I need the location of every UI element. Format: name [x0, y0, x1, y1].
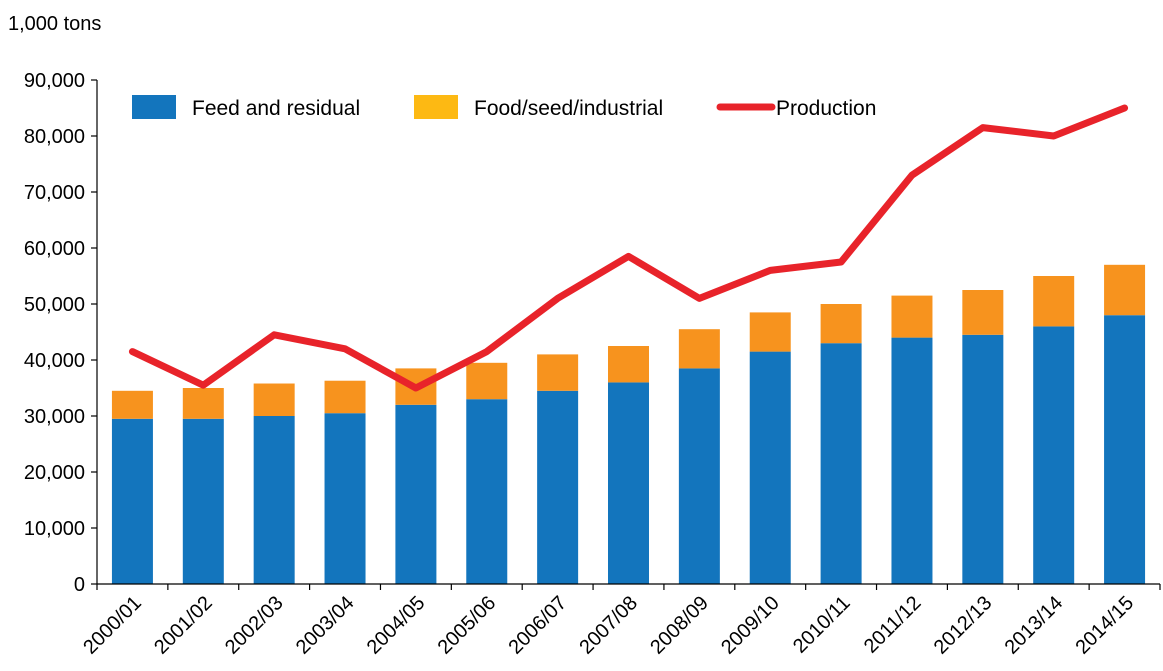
bar-feed-2001-02 — [182, 418, 224, 584]
y-tick-label: 10,000 — [24, 518, 85, 540]
y-tick-label: 50,000 — [24, 294, 85, 316]
bar-feed-2008-09 — [678, 368, 720, 584]
x-tick-label: 2001/02 — [150, 592, 217, 659]
bar-feed-2007-08 — [608, 382, 649, 584]
bar-feed-2012-13 — [962, 334, 1004, 584]
bar-food-2012-13 — [962, 290, 1004, 335]
x-tick-label: 2005/06 — [434, 592, 501, 659]
bar-food-2002-03 — [253, 383, 295, 416]
bar-food-2011-12 — [891, 295, 933, 338]
x-tick-label: 2000/01 — [79, 592, 146, 659]
legend-label-food: Food/seed/industrial — [474, 97, 663, 120]
bar-feed-2006-07 — [537, 390, 579, 584]
x-tick-label: 2012/13 — [930, 592, 997, 659]
bar-food-2006-07 — [537, 354, 579, 391]
y-tick-label: 70,000 — [24, 182, 85, 204]
bar-feed-2010-11 — [820, 343, 862, 584]
legend-swatch-feed — [132, 95, 176, 119]
x-tick-label: 2003/04 — [292, 592, 359, 659]
bar-food-2014-15 — [1104, 264, 1146, 316]
x-tick-label: 2002/03 — [221, 592, 288, 659]
bar-food-2000-01 — [111, 390, 153, 419]
bar-feed-2000-01 — [111, 418, 153, 584]
bar-feed-2011-12 — [891, 337, 933, 584]
bar-food-2003-04 — [324, 380, 366, 414]
y-tick-label: 40,000 — [24, 350, 85, 372]
legend-label-feed: Feed and residual — [192, 97, 360, 120]
bar-food-2001-02 — [182, 388, 224, 419]
x-tick-label: 2004/05 — [363, 592, 430, 659]
x-tick-label: 2011/12 — [860, 592, 926, 658]
legend-label-production: Production — [776, 97, 876, 120]
production-line-layer — [128, 104, 1129, 392]
x-tick-label: 2009/10 — [717, 592, 784, 659]
legend-swatch-food — [414, 95, 458, 119]
y-tick-label: 80,000 — [24, 126, 85, 148]
bar-food-2009-10 — [749, 312, 791, 352]
y-tick-label: 0 — [74, 574, 85, 596]
bar-food-2005-06 — [466, 362, 508, 400]
bar-food-2013-14 — [1033, 276, 1075, 327]
x-tick-label: 2014/15 — [1071, 592, 1138, 659]
bar-food-2010-11 — [820, 304, 862, 344]
bar-feed-2002-03 — [253, 416, 295, 584]
production-line — [128, 104, 1129, 392]
y-tick-label: 60,000 — [24, 238, 85, 260]
x-tick-label: 2007/08 — [575, 592, 642, 659]
bar-feed-2003-04 — [324, 413, 366, 584]
y-tick-label: 90,000 — [24, 70, 85, 92]
x-tick-label: 2006/07 — [504, 592, 571, 659]
bar-feed-2013-14 — [1033, 326, 1075, 584]
x-tick-label: 2010/11 — [789, 592, 855, 658]
bar-food-2007-08 — [608, 346, 649, 383]
bars-layer — [111, 264, 1146, 584]
bar-feed-2009-10 — [749, 351, 791, 584]
x-tick-label: 2008/09 — [646, 592, 713, 659]
bar-feed-2005-06 — [466, 399, 508, 584]
bar-food-2008-09 — [678, 329, 720, 369]
y-tick-label: 20,000 — [24, 462, 85, 484]
bar-feed-2014-15 — [1104, 315, 1146, 584]
bar-feed-2004-05 — [395, 404, 437, 584]
y-unit-label: 1,000 tons — [8, 13, 101, 35]
legend: Feed and residual Food/seed/industrial P… — [132, 95, 876, 120]
y-tick-label: 30,000 — [24, 406, 85, 428]
x-tick-label: 2013/14 — [1001, 592, 1068, 659]
